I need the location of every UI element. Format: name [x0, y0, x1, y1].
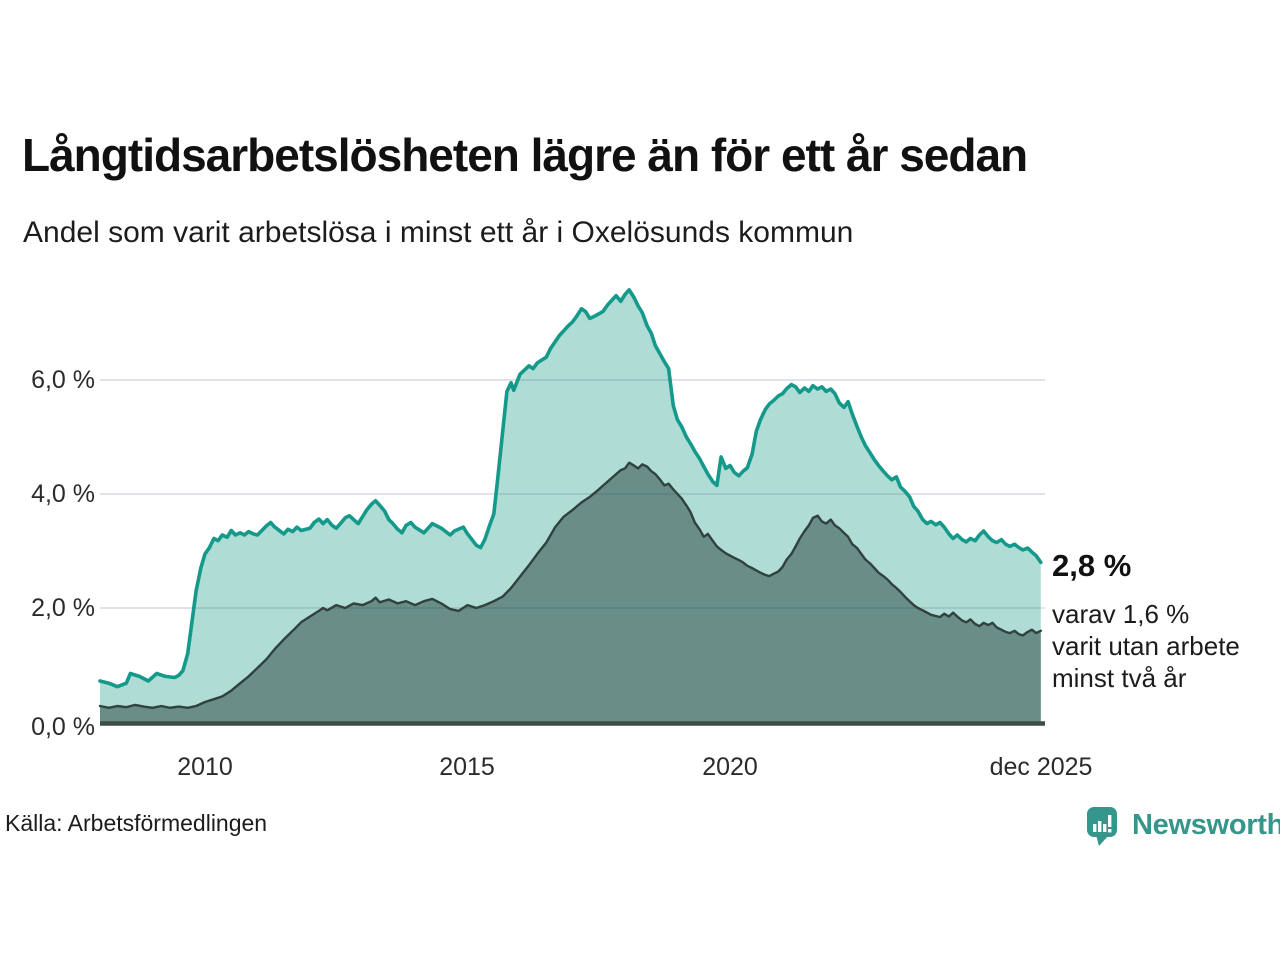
- end-value-sublabel: varav 1,6 % varit utan arbete minst två …: [1052, 598, 1240, 694]
- series-line-arbetslosa-minst-tva-ar: [98, 461, 1042, 709]
- x-tick-label-2020: 2020: [702, 753, 758, 781]
- newsworthy-logo-text: Newsworthy: [1132, 808, 1280, 841]
- end-sub-line-1: varav 1,6 %: [1052, 599, 1190, 629]
- end-sub-line-2: varit utan arbete: [1052, 631, 1240, 661]
- y-tick-label-6: 6,0 %: [31, 366, 95, 394]
- x-tick-label-dec-2025: dec 2025: [989, 753, 1093, 781]
- page-subtitle: Andel som varit arbetslösa i minst ett å…: [23, 216, 854, 249]
- series-area-arbetslosa-minst-ett-ar: [100, 289, 1041, 722]
- end-value-label: 2,8 %: [1052, 548, 1132, 583]
- source-label: Källa: Arbetsförmedlingen: [5, 810, 268, 836]
- x-tick-label-2015: 2015: [439, 753, 495, 781]
- y-tick-label-2: 2,0 %: [31, 594, 95, 622]
- newsworthy-logo: Newsworthy: [1086, 803, 1280, 847]
- x-tick-label-2010: 2010: [177, 753, 233, 781]
- end-sub-line-3: minst två år: [1052, 663, 1187, 693]
- series-area-arbetslosa-minst-tva-ar: [100, 462, 1041, 722]
- y-tick-label-4: 4,0 %: [31, 480, 95, 508]
- newsworthy-logo-icon: [1087, 807, 1117, 846]
- series-line-arbetslosa-minst-ett-ar: [98, 288, 1043, 689]
- page-title: Långtidsarbetslösheten lägre än för ett …: [22, 129, 1028, 181]
- y-tick-label-0: 0,0 %: [31, 713, 95, 741]
